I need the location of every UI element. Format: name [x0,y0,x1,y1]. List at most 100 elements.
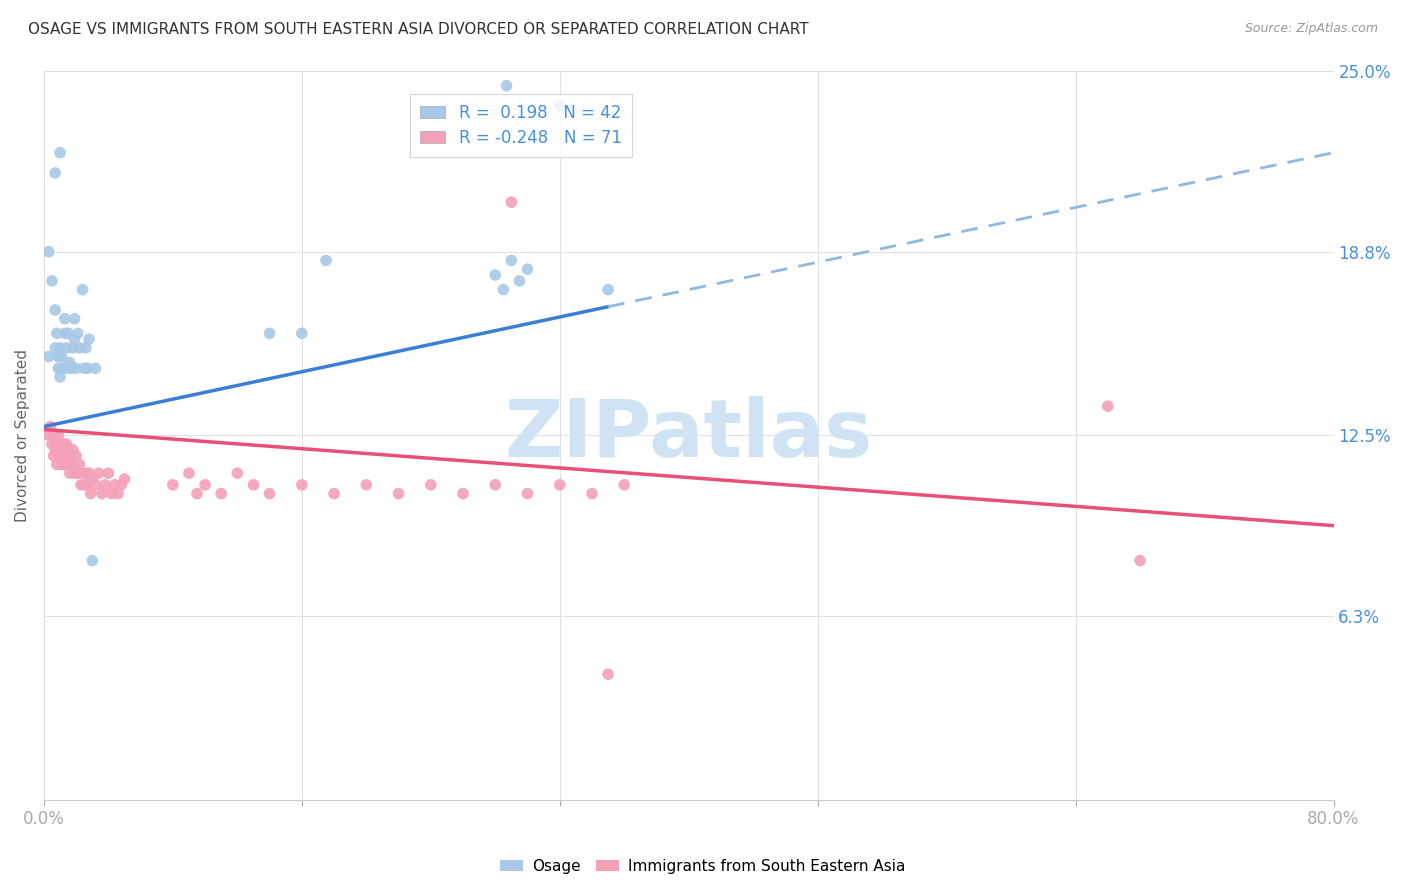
Text: OSAGE VS IMMIGRANTS FROM SOUTH EASTERN ASIA DIVORCED OR SEPARATED CORRELATION CH: OSAGE VS IMMIGRANTS FROM SOUTH EASTERN A… [28,22,808,37]
Point [94,478,117,492]
Point [492,283,515,297]
Point [38,350,60,364]
Point [41,437,63,451]
Point [51,350,73,364]
Point [508,274,530,288]
Point [90,486,112,500]
Point [49,341,72,355]
Point [419,478,441,492]
Point [87,466,110,480]
Point [56,361,79,376]
Point [53,442,76,457]
Point [104,478,127,492]
Point [45,326,67,341]
Point [48,428,70,442]
Point [495,78,517,93]
Point [548,478,571,492]
Point [242,478,264,492]
Point [52,361,75,376]
Point [1129,553,1152,567]
Point [62,458,84,472]
Point [63,466,86,480]
Point [77,466,100,480]
Point [387,486,409,500]
Point [51,437,73,451]
Point [48,442,70,457]
Legend: Osage, Immigrants from South Eastern Asia: Osage, Immigrants from South Eastern Asi… [494,853,912,880]
Point [45,458,67,472]
Point [110,478,132,492]
Legend: R =  0.198   N = 42, R = -0.248   N = 71: R = 0.198 N = 42, R = -0.248 N = 71 [411,94,631,157]
Point [501,253,523,268]
Point [48,361,70,376]
Point [45,437,67,451]
Point [291,326,314,341]
Point [55,341,77,355]
Point [49,370,72,384]
Point [82,553,104,567]
Point [598,283,620,297]
Point [162,478,184,492]
Point [55,449,77,463]
Point [44,166,66,180]
Point [356,478,378,492]
Point [484,478,506,492]
Point [114,472,136,486]
Y-axis label: Divorced or Separated: Divorced or Separated [15,349,30,522]
Point [79,486,101,500]
Point [56,326,79,341]
Point [39,419,62,434]
Point [60,458,83,472]
Point [66,466,89,480]
Point [42,449,65,463]
Point [70,478,93,492]
Point [44,341,66,355]
Point [484,268,506,282]
Point [84,478,107,492]
Point [66,326,89,341]
Point [63,311,86,326]
Point [291,478,314,492]
Point [59,466,82,480]
Point [177,466,200,480]
Point [186,486,208,500]
Point [97,466,120,480]
Point [62,442,84,457]
Point [53,311,76,326]
Point [72,283,94,297]
Point [72,466,94,480]
Point [60,361,83,376]
Point [56,442,79,457]
Point [49,145,72,160]
Point [55,437,77,451]
Point [209,486,232,500]
Point [107,486,129,500]
Point [56,458,79,472]
Point [44,303,66,318]
Point [49,449,72,463]
Point [226,466,249,480]
Point [53,326,76,341]
Point [77,332,100,346]
Point [501,195,523,210]
Point [65,449,87,463]
Point [581,486,603,500]
Point [76,478,98,492]
Point [62,341,84,355]
Point [41,274,63,288]
Point [75,341,97,355]
Point [38,244,60,259]
Point [259,486,281,500]
Point [59,355,82,369]
Point [44,442,66,457]
Point [53,458,76,472]
Point [315,253,337,268]
Point [63,332,86,346]
Point [49,437,72,451]
Point [38,428,60,442]
Point [67,341,90,355]
Point [598,667,620,681]
Point [67,458,90,472]
Point [613,478,636,492]
Point [51,361,73,376]
